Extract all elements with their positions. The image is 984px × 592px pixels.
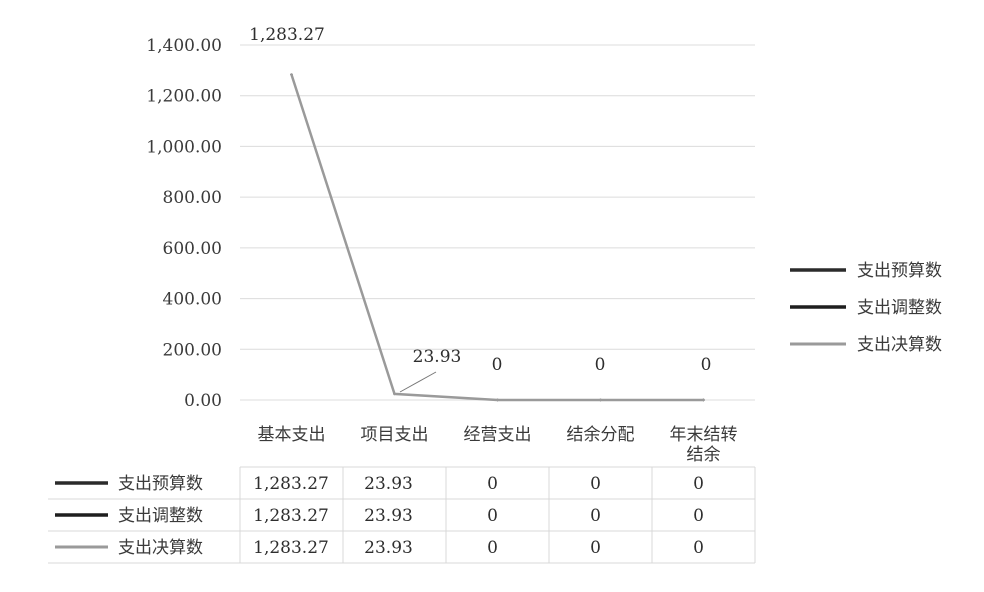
series-line [290,74,704,401]
data-label: 1,283.27 [249,25,325,45]
table-cell: 1,283.27 [253,506,329,526]
data-label: 23.93 [413,347,462,367]
table-cell: 0 [590,506,601,526]
y-tick-label: 1,200.00 [146,87,222,107]
data-point [599,398,602,402]
data-label-leader [399,371,437,393]
legend-label: 支出预算数 [857,261,942,281]
series-line [290,74,704,401]
series-line [290,74,704,402]
x-tick-label: 基本支出 [258,425,326,445]
y-tick-label: 800.00 [163,188,222,208]
data-point [290,73,293,76]
data-labels: 1,283.27 23.93 0 0 0 [249,25,712,393]
data-point [393,392,396,396]
series-lines [290,73,705,402]
table-row-name: 支出决算数 [118,538,203,558]
table-cell: 0 [693,474,704,494]
y-tick-label: 1,400.00 [146,36,222,56]
table-cell: 23.93 [364,506,413,526]
table-cell: 0 [487,538,498,558]
x-tick-label: 经营支出 [464,425,532,445]
table-cell: 23.93 [364,538,413,558]
table-row-name: 支出预算数 [118,474,203,494]
table-cell: 0 [487,474,498,494]
data-table: 支出预算数 1,283.27 23.93 0 0 0 支出调整数 1,283.27 23.93 0… [48,466,756,564]
x-tick-label: 年末结转 [670,425,738,445]
legend-label: 支出调整数 [857,298,942,318]
y-tick-label: 400.00 [163,290,222,310]
y-axis-ticks: 0.00 200.00 400.00 600.00 800.00 1,000.00 1,20… [146,36,222,411]
table-cell: 23.93 [364,474,413,494]
x-tick-label: 结余 [687,445,721,465]
gridlines [240,44,755,401]
data-label: 0 [595,355,606,375]
y-tick-label: 200.00 [163,340,222,360]
table-cell: 0 [693,538,704,558]
y-tick-label: 600.00 [163,239,222,259]
table-cell: 0 [590,538,601,558]
x-tick-label: 结余分配 [567,425,635,445]
table-cell: 0 [590,474,601,494]
table-cell: 1,283.27 [253,474,329,494]
y-tick-label: 0.00 [184,391,222,411]
table-cell: 0 [487,506,498,526]
data-point [496,398,499,402]
data-point [702,398,705,402]
data-label: 0 [701,355,712,375]
legend-label: 支出决算数 [857,335,942,355]
x-tick-label: 项目支出 [361,425,429,445]
table-cell: 0 [693,506,704,526]
table-row-name: 支出调整数 [118,506,203,526]
y-tick-label: 1,000.00 [146,137,222,157]
data-label: 0 [492,355,503,375]
table-cell: 1,283.27 [253,538,329,558]
